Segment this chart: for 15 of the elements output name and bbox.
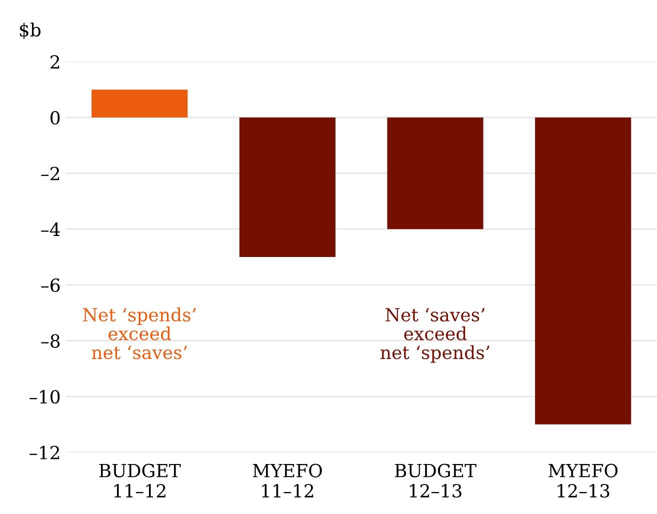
y-tick-label: –4 xyxy=(41,222,60,236)
y-tick-label: 2 xyxy=(50,55,60,69)
x-tick-label: MYEFO 11–12 xyxy=(252,464,322,498)
x-tick-label: MYEFO 12–13 xyxy=(548,464,618,498)
x-tick-label: BUDGET 12–13 xyxy=(394,464,476,498)
y-axis-title: $b xyxy=(20,22,41,39)
y-tick-label: –10 xyxy=(30,390,60,404)
annotation: Net ‘spends’ exceed net ‘saves’ xyxy=(83,308,196,360)
annotation: Net ‘saves’ exceed net ‘spends’ xyxy=(380,308,490,363)
y-tick-label: –6 xyxy=(41,278,60,292)
y-tick-label: –2 xyxy=(41,166,60,180)
x-tick-label: BUDGET 11–12 xyxy=(99,464,181,498)
y-tick-label: –12 xyxy=(30,446,60,460)
y-tick-label: 0 xyxy=(50,110,60,125)
y-tick-label: –8 xyxy=(41,334,60,348)
